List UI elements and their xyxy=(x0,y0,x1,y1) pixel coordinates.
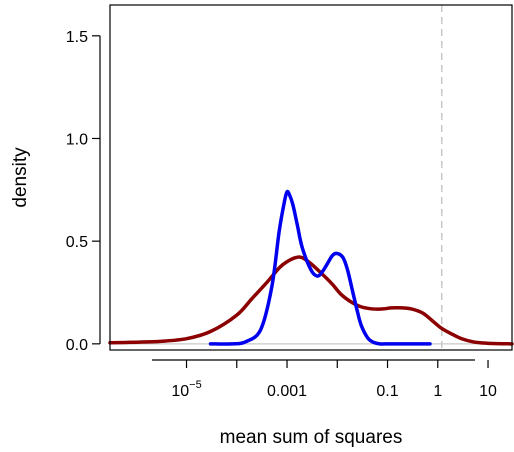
series-lines xyxy=(108,189,514,346)
y-tick-label: 1.5 xyxy=(66,29,88,46)
reference-lines xyxy=(110,5,512,350)
x-axis-title: mean sum of squares xyxy=(220,427,403,448)
series-line-1 xyxy=(108,255,514,346)
x-tick-label: 0.001 xyxy=(267,383,307,400)
x-axis: 10−5 0.001 0.1 1 10 xyxy=(152,359,497,400)
y-tick-label: 0.5 xyxy=(66,234,88,251)
plot-frame xyxy=(109,4,513,351)
x-tick-label: 0.1 xyxy=(376,383,398,400)
x-tick-label: 1 xyxy=(433,383,442,400)
series-line-2 xyxy=(208,189,432,346)
x-tick-label: 10−5 xyxy=(171,379,201,400)
y-axis-title: density xyxy=(10,147,31,208)
y-axis: 0.0 0.5 1.0 1.5 xyxy=(66,29,101,354)
x-tick-label: 10 xyxy=(479,383,497,400)
y-tick-label: 1.0 xyxy=(66,131,88,148)
y-tick-label: 0.0 xyxy=(66,337,88,354)
